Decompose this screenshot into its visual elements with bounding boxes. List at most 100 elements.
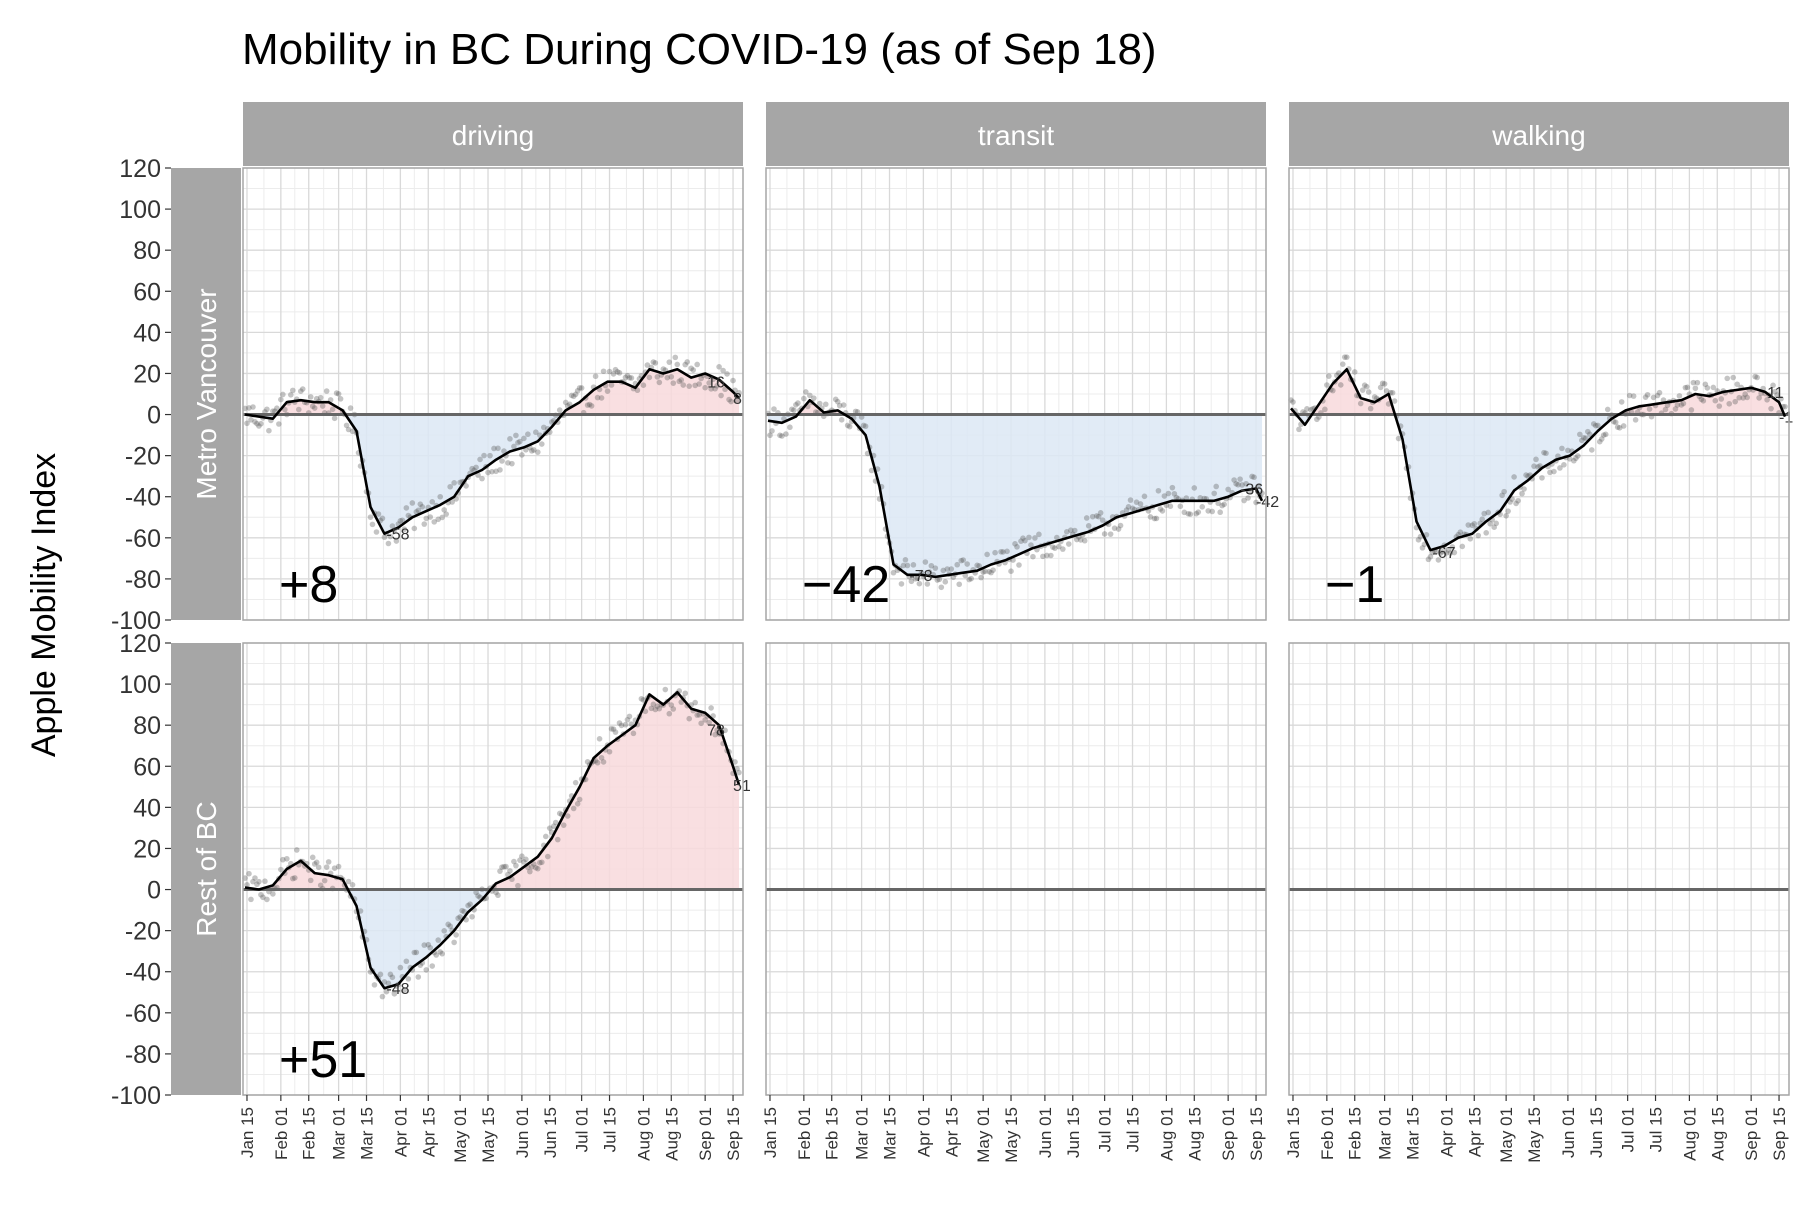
daily-point bbox=[924, 581, 931, 587]
daily-point bbox=[252, 875, 258, 881]
x-tick-label: Sep 01 bbox=[1742, 1107, 1761, 1161]
daily-point bbox=[427, 944, 434, 951]
daily-point bbox=[1573, 455, 1579, 462]
daily-point bbox=[1185, 510, 1192, 517]
daily-point bbox=[574, 801, 581, 807]
daily-point bbox=[425, 941, 432, 948]
x-tick-label: Sep 15 bbox=[1770, 1107, 1789, 1161]
daily-point bbox=[270, 891, 276, 897]
daily-point bbox=[556, 407, 563, 413]
x-tick-label: Mar 15 bbox=[358, 1107, 377, 1160]
daily-point bbox=[1702, 381, 1709, 388]
panel-border bbox=[242, 167, 744, 621]
daily-point bbox=[1052, 545, 1058, 551]
daily-point bbox=[1314, 416, 1320, 423]
daily-point bbox=[668, 373, 675, 380]
daily-point bbox=[1095, 513, 1102, 520]
daily-point bbox=[1581, 435, 1587, 441]
x-tick-label: May 01 bbox=[451, 1107, 470, 1163]
daily-point bbox=[992, 549, 998, 556]
daily-point bbox=[264, 896, 270, 903]
x-tick-label: Sep 01 bbox=[696, 1107, 715, 1161]
daily-point bbox=[1008, 568, 1014, 575]
daily-point bbox=[728, 398, 734, 405]
daily-point bbox=[1630, 393, 1637, 399]
daily-point bbox=[401, 526, 408, 533]
daily-point bbox=[1692, 385, 1699, 392]
daily-point bbox=[1684, 384, 1691, 391]
daily-point bbox=[777, 432, 783, 439]
daily-point bbox=[1664, 402, 1671, 409]
y-tick-label: 0 bbox=[147, 877, 161, 905]
y-tick-label: 80 bbox=[133, 237, 161, 265]
panel-rest-of-bc-walking: Jan 15 Feb 01 Feb 15 Mar 01 Mar 15 Apr 01 Apr … bbox=[1284, 642, 1790, 1163]
daily-point bbox=[544, 853, 551, 860]
daily-point bbox=[606, 368, 613, 375]
daily-point bbox=[385, 540, 392, 547]
daily-point bbox=[702, 384, 708, 391]
daily-point bbox=[1137, 501, 1144, 507]
daily-point bbox=[1324, 382, 1330, 388]
x-tick-label: Jun 01 bbox=[1036, 1107, 1055, 1158]
daily-point bbox=[1357, 400, 1364, 407]
column-strip-walking bbox=[1289, 102, 1789, 166]
daily-point bbox=[684, 359, 691, 365]
daily-point bbox=[718, 392, 724, 399]
daily-point bbox=[441, 507, 447, 513]
daily-point bbox=[473, 464, 479, 471]
daily-point bbox=[1211, 490, 1218, 497]
daily-point bbox=[1048, 552, 1054, 559]
daily-point bbox=[1457, 529, 1464, 535]
x-tick-label: Jul 01 bbox=[573, 1107, 592, 1152]
daily-point bbox=[1585, 428, 1591, 435]
daily-point bbox=[588, 403, 595, 409]
daily-point bbox=[401, 986, 408, 993]
daily-point bbox=[1772, 388, 1778, 395]
daily-point bbox=[706, 380, 712, 386]
x-tick-label: Feb 01 bbox=[1318, 1107, 1337, 1160]
row-strip-label-metro-vancouver: Metro Vancouver bbox=[191, 288, 222, 499]
daily-point bbox=[722, 727, 728, 734]
daily-point bbox=[795, 400, 801, 406]
daily-point bbox=[411, 949, 418, 956]
daily-point bbox=[668, 702, 675, 708]
daily-point bbox=[836, 402, 843, 409]
daily-point bbox=[1071, 527, 1078, 534]
daily-point bbox=[1197, 495, 1204, 501]
daily-point bbox=[1531, 463, 1537, 469]
daily-point bbox=[890, 569, 897, 576]
daily-point bbox=[1337, 382, 1344, 388]
daily-point bbox=[696, 711, 702, 718]
daily-point bbox=[290, 387, 296, 394]
daily-point bbox=[612, 366, 619, 373]
daily-point bbox=[596, 736, 603, 742]
daily-point bbox=[451, 480, 457, 486]
value-annotation: 11 bbox=[1767, 385, 1784, 402]
daily-point bbox=[574, 387, 581, 394]
daily-point bbox=[1028, 542, 1034, 548]
daily-point bbox=[592, 373, 599, 380]
daily-point bbox=[1073, 536, 1080, 543]
daily-point bbox=[1471, 520, 1478, 527]
daily-point bbox=[1646, 406, 1653, 412]
daily-point bbox=[822, 401, 829, 408]
daily-point bbox=[345, 878, 352, 885]
daily-point bbox=[387, 971, 394, 978]
daily-point bbox=[942, 579, 949, 585]
daily-point bbox=[517, 857, 523, 863]
x-tick-label: Jan 15 bbox=[1284, 1107, 1303, 1158]
x-tick-label: Feb 15 bbox=[300, 1107, 319, 1160]
daily-point bbox=[978, 574, 984, 581]
daily-point bbox=[475, 893, 481, 899]
daily-point bbox=[726, 396, 732, 403]
daily-point bbox=[1547, 469, 1553, 476]
rolling-average-line bbox=[244, 690, 741, 990]
daily-point bbox=[1245, 495, 1251, 501]
y-tick-label: 20 bbox=[133, 360, 161, 388]
daily-point bbox=[974, 562, 980, 569]
daily-point bbox=[435, 937, 442, 943]
daily-point bbox=[391, 990, 398, 997]
daily-point bbox=[1159, 508, 1166, 514]
daily-point bbox=[1579, 437, 1585, 444]
daily-point bbox=[397, 964, 404, 971]
